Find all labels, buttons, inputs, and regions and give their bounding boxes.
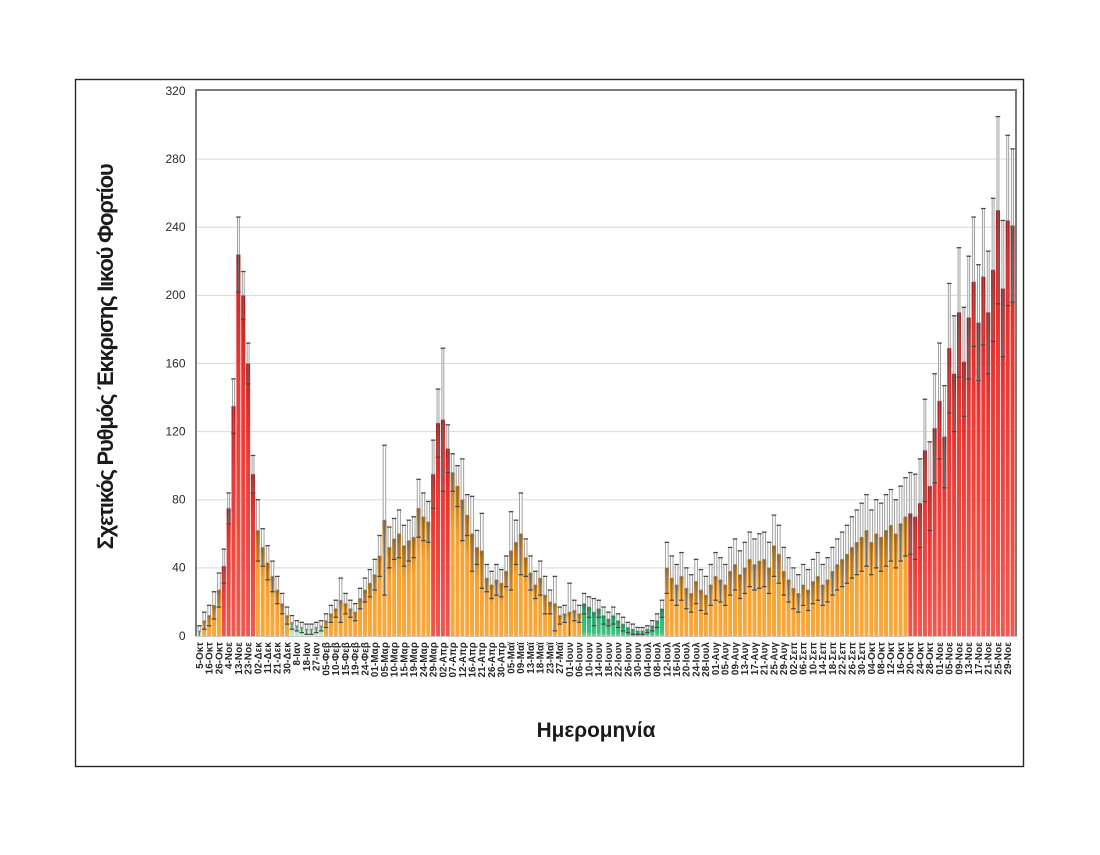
svg-text:21-Απρ: 21-Απρ [477, 642, 488, 678]
svg-text:01-Αυγ: 01-Αυγ [711, 642, 722, 676]
svg-text:80: 80 [172, 493, 186, 507]
svg-text:280: 280 [165, 152, 185, 166]
svg-text:29-Μαρ: 29-Μαρ [429, 642, 440, 677]
svg-text:10-Ιουν: 10-Ιουν [584, 642, 595, 677]
svg-text:20-Οκτ: 20-Οκτ [906, 642, 917, 675]
svg-text:25-Αυγ: 25-Αυγ [769, 642, 780, 676]
svg-text:0: 0 [179, 629, 186, 643]
svg-text:18-Ιαν: 18-Ιαν [302, 642, 313, 672]
svg-text:25-Νοε: 25-Νοε [993, 642, 1004, 675]
svg-text:02-Δεκ: 02-Δεκ [253, 642, 264, 674]
svg-text:Ημερομηνία: Ημερομηνία [537, 719, 656, 742]
svg-text:04-Οκτ: 04-Οκτ [867, 642, 878, 675]
svg-text:320: 320 [165, 84, 185, 98]
svg-text:120: 120 [165, 424, 185, 438]
svg-text:18-Μαϊ: 18-Μαϊ [536, 642, 547, 674]
svg-text:24-Ιουλ: 24-Ιουλ [691, 642, 702, 677]
svg-text:07-Απρ: 07-Απρ [448, 642, 459, 678]
svg-text:14-Σεπ: 14-Σεπ [818, 642, 829, 675]
svg-text:09-Νοε: 09-Νοε [954, 642, 965, 675]
svg-text:16-Οκτ: 16-Οκτ [896, 642, 907, 675]
svg-text:02-Σεπ: 02-Σεπ [789, 642, 800, 675]
svg-text:05-Νοε: 05-Νοε [945, 642, 956, 675]
svg-text:12-Οκτ: 12-Οκτ [886, 642, 897, 675]
svg-text:24-Φεβ: 24-Φεβ [360, 642, 371, 676]
svg-text:30-Δεκ: 30-Δεκ [282, 642, 293, 674]
svg-text:16-Απρ: 16-Απρ [468, 642, 479, 678]
svg-text:22-Σεπ: 22-Σεπ [838, 642, 849, 675]
svg-text:16-Οκτ: 16-Οκτ [205, 642, 216, 675]
svg-text:21-Αυγ: 21-Αυγ [760, 642, 771, 676]
svg-text:08-Οκτ: 08-Οκτ [877, 642, 888, 675]
svg-text:02-Απρ: 02-Απρ [438, 642, 449, 678]
svg-text:24-Μαρ: 24-Μαρ [419, 642, 430, 677]
svg-text:06-Σεπ: 06-Σεπ [799, 642, 810, 675]
svg-text:13-Αυγ: 13-Αυγ [740, 642, 751, 676]
svg-text:23-Μαϊ: 23-Μαϊ [545, 642, 556, 674]
svg-text:26-Οκτ: 26-Οκτ [214, 642, 225, 675]
svg-text:4-Νοε: 4-Νοε [224, 642, 235, 669]
svg-text:09-Μαϊ: 09-Μαϊ [516, 642, 527, 674]
svg-text:18-Ιουν: 18-Ιουν [604, 642, 615, 677]
svg-text:26-Ιουν: 26-Ιουν [623, 642, 634, 677]
svg-text:30-Ιουν: 30-Ιουν [633, 642, 644, 677]
svg-text:200: 200 [165, 288, 185, 302]
svg-text:08-Ιουλ: 08-Ιουλ [653, 642, 664, 677]
svg-text:10-Σεπ: 10-Σεπ [808, 642, 819, 675]
svg-text:27-Μαϊ: 27-Μαϊ [555, 642, 566, 674]
svg-text:13-Νοε: 13-Νοε [234, 642, 245, 675]
svg-text:5-Οκτ: 5-Οκτ [195, 642, 206, 669]
svg-text:11-Δεκ: 11-Δεκ [263, 642, 274, 674]
svg-text:04-Ιουλ: 04-Ιουλ [643, 642, 654, 677]
svg-text:05-Αυγ: 05-Αυγ [721, 642, 732, 676]
svg-text:10-Φεβ: 10-Φεβ [331, 642, 342, 676]
svg-text:01-Μαρ: 01-Μαρ [370, 642, 381, 677]
svg-text:12-Απρ: 12-Απρ [458, 642, 469, 678]
svg-text:13-Νοε: 13-Νοε [964, 642, 975, 675]
svg-text:14-Ιουν: 14-Ιουν [594, 642, 605, 677]
svg-text:26-Σεπ: 26-Σεπ [847, 642, 858, 675]
svg-text:29-Αυγ: 29-Αυγ [779, 642, 790, 676]
svg-text:16-Ιουλ: 16-Ιουλ [672, 642, 683, 677]
svg-text:20-Ιουλ: 20-Ιουλ [682, 642, 693, 677]
svg-text:09-Αυγ: 09-Αυγ [730, 642, 741, 676]
svg-text:28-Οκτ: 28-Οκτ [925, 642, 936, 675]
svg-text:17-Νοε: 17-Νοε [974, 642, 985, 675]
svg-text:06-Ιουν: 06-Ιουν [575, 642, 586, 677]
svg-text:19-Φεβ: 19-Φεβ [351, 642, 362, 676]
svg-text:28-Ιουλ: 28-Ιουλ [701, 642, 712, 677]
svg-text:30-Απρ: 30-Απρ [497, 642, 508, 678]
svg-text:13-Μαϊ: 13-Μαϊ [526, 642, 537, 674]
svg-text:240: 240 [165, 220, 185, 234]
svg-text:22-Ιουν: 22-Ιουν [614, 642, 625, 677]
svg-text:Σχετικός Ρυθμός Έκκρισης Ιικού: Σχετικός Ρυθμός Έκκρισης Ιικού Φορτίου [93, 164, 118, 549]
svg-text:27-Ιαν: 27-Ιαν [312, 642, 323, 672]
svg-text:01-Ιουν: 01-Ιουν [565, 642, 576, 677]
svg-text:05-Φεβ: 05-Φεβ [321, 642, 332, 676]
svg-text:21-Δεκ: 21-Δεκ [273, 642, 284, 674]
svg-text:12-Ιουλ: 12-Ιουλ [662, 642, 673, 677]
svg-text:160: 160 [165, 356, 185, 370]
svg-text:01-Νοε: 01-Νοε [935, 642, 946, 675]
svg-text:17-Αυγ: 17-Αυγ [750, 642, 761, 676]
svg-text:26-Απρ: 26-Απρ [487, 642, 498, 678]
svg-text:40: 40 [172, 561, 186, 575]
svg-text:29-Νοε: 29-Νοε [1003, 642, 1014, 675]
svg-text:19-Μαρ: 19-Μαρ [409, 642, 420, 677]
svg-text:15-Μαρ: 15-Μαρ [399, 642, 410, 677]
svg-text:23-Νοε: 23-Νοε [244, 642, 255, 675]
svg-text:05-Μαρ: 05-Μαρ [380, 642, 391, 677]
svg-text:15-Φεβ: 15-Φεβ [341, 642, 352, 676]
svg-text:24-Οκτ: 24-Οκτ [915, 642, 926, 675]
svg-text:8-Ιαν: 8-Ιαν [292, 642, 303, 666]
svg-text:05-Μαϊ: 05-Μαϊ [506, 642, 517, 674]
svg-text:18-Σεπ: 18-Σεπ [828, 642, 839, 675]
svg-text:10-Μαρ: 10-Μαρ [390, 642, 401, 677]
svg-text:30-Σεπ: 30-Σεπ [857, 642, 868, 675]
svg-text:21-Νοε: 21-Νοε [984, 642, 995, 675]
